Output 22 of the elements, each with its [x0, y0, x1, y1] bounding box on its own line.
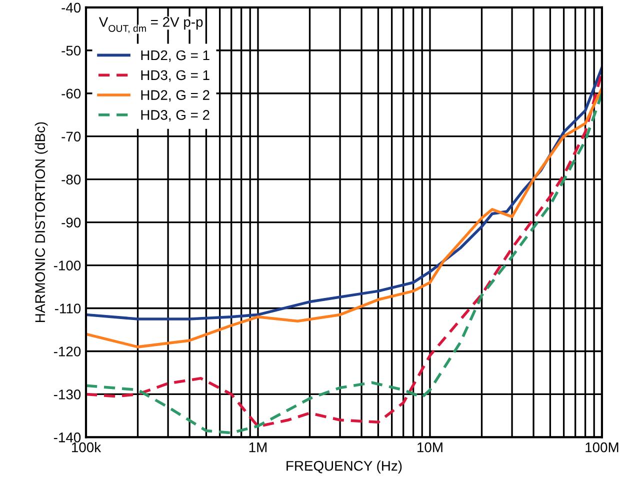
y-tick-label: -40 [62, 2, 81, 13]
legend-label: HD3, G = 2 [141, 110, 210, 122]
x-tick-label: 100k [72, 442, 102, 452]
legend-label: HD3, G = 1 [141, 70, 210, 82]
y-axis-title: HARMONIC DISTORTION (dBc) [34, 122, 48, 322]
y-tick-label: -110 [54, 304, 81, 314]
y-tick-label: -90 [62, 218, 81, 228]
y-tick-label: -130 [54, 390, 81, 400]
legend-label: HD2, G = 1 [141, 50, 210, 62]
x-tick-label: 10M [418, 442, 442, 452]
y-tick-label: -80 [62, 174, 81, 184]
x-tick-label: 1M [249, 442, 266, 452]
x-axis-title: FREQUENCY (Hz) [286, 460, 402, 474]
y-tick-label: -60 [62, 88, 81, 99]
y-tick-label: -70 [62, 132, 81, 142]
y-tick-label: -140 [54, 432, 81, 442]
legend-title: VOUT, dm = 2V p-p [98, 17, 203, 34]
x-tick-label: 100M [586, 442, 618, 452]
y-tick-label: -120 [54, 346, 81, 356]
legend-label: HD2, G = 2 [141, 90, 210, 102]
y-tick-label: -100 [54, 260, 81, 270]
y-tick-label: -50 [62, 46, 81, 56]
